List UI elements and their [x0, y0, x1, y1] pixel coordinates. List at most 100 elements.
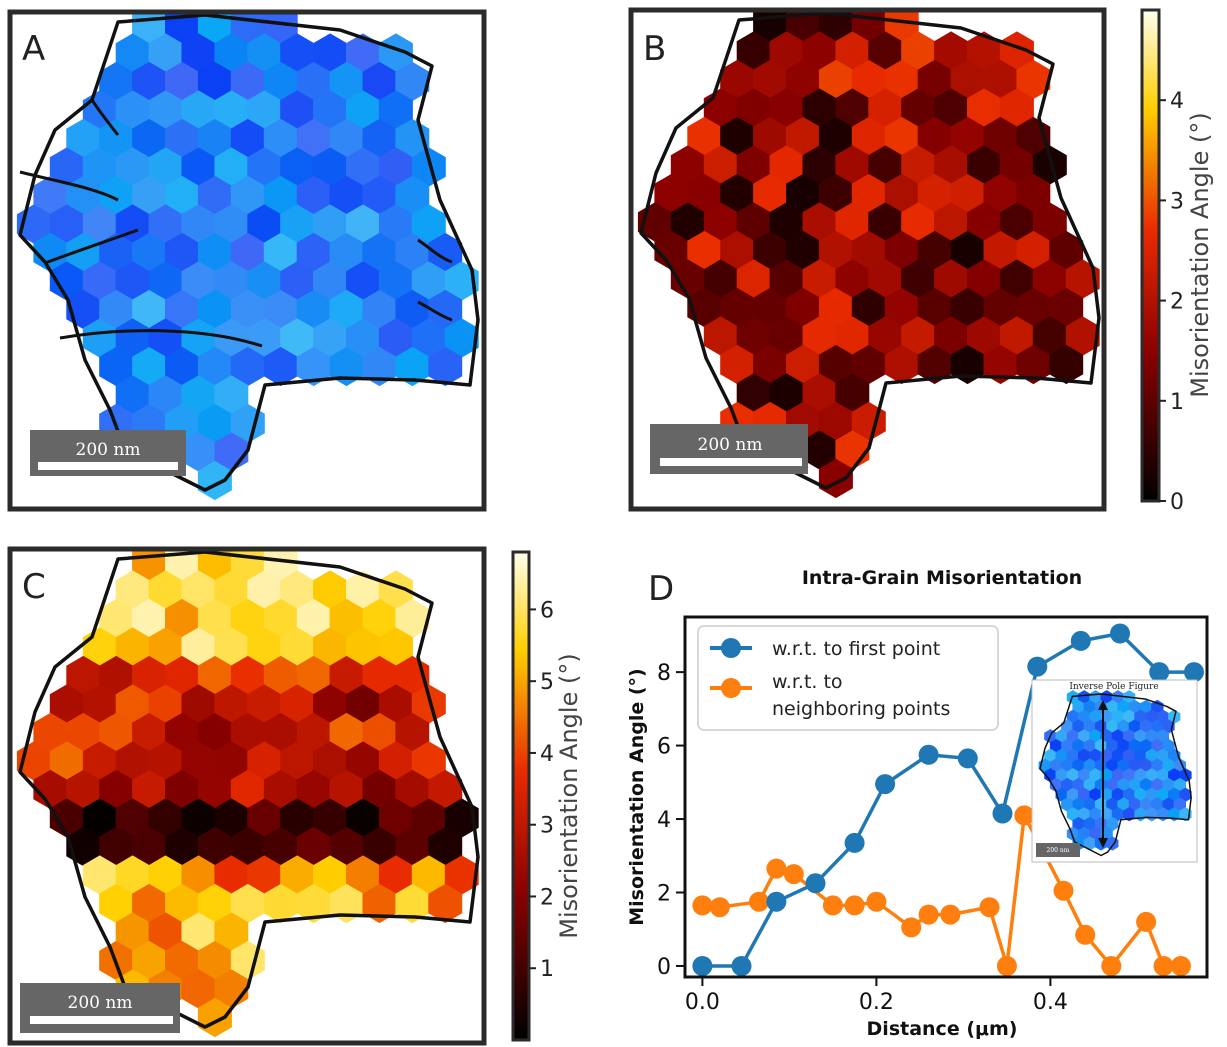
inset-pixel	[1162, 738, 1175, 754]
inset-pixel	[1106, 699, 1119, 715]
inset-pixel	[1128, 719, 1141, 734]
inset-pixel	[1072, 797, 1085, 812]
misorientation-pixel	[313, 627, 348, 667]
misorientation-pixel	[329, 712, 364, 753]
inset-pixel	[1179, 787, 1192, 802]
orientation-pixel	[444, 261, 479, 301]
misorientation-pixel	[263, 598, 298, 639]
inset-pixel	[1156, 729, 1170, 744]
scale-bar-c: 200 nm	[20, 983, 180, 1033]
misorientation-pixel	[66, 655, 101, 696]
orientation-pixel	[362, 175, 397, 216]
misorientation-pixel	[769, 31, 804, 71]
inset-pixel	[1162, 797, 1175, 812]
misorientation-pixel	[786, 287, 820, 328]
misorientation-pixel	[868, 145, 903, 185]
inset-pixel	[1049, 777, 1063, 793]
misorientation-pixel	[165, 598, 199, 639]
misorientation-pixel	[181, 969, 216, 1009]
inset-pixel	[1151, 719, 1164, 734]
misorientation-pixel	[362, 769, 397, 810]
misorientation-pixel	[247, 798, 282, 838]
colorbar-c: Misorientation Angle (°) 1 2 3 4 5 6	[511, 550, 583, 1042]
orientation-pixel	[165, 118, 199, 159]
misorientation-pixel	[247, 627, 282, 667]
misorientation-pixel	[132, 598, 167, 639]
misorientation-pixel	[329, 769, 364, 810]
misorientation-pixel	[934, 31, 969, 71]
misorientation-pixel	[670, 259, 705, 299]
orientation-pixel	[296, 118, 331, 159]
misorientation-pixel	[753, 344, 788, 385]
misorientation-pixel	[934, 145, 969, 185]
misorientation-pixel	[983, 344, 1018, 385]
orientation-pixel	[148, 204, 183, 244]
misorientation-pixel	[346, 627, 380, 667]
orientation-pixel	[132, 61, 167, 102]
misorientation-pixel	[703, 145, 738, 185]
misorientation-pixel	[411, 855, 446, 895]
misorientation-pixel	[148, 798, 183, 838]
inset-inverse-pole-figure: Inverse Pole Figure 200 nm	[1031, 679, 1198, 863]
scale-bar-b: 200 nm	[650, 424, 808, 474]
misorientation-pixel	[411, 741, 446, 781]
inset-pixel	[1117, 699, 1130, 715]
misorientation-pixel	[1016, 59, 1051, 100]
orientation-pixel	[132, 346, 167, 387]
orientation-pixel	[362, 61, 397, 102]
misorientation-pixel	[901, 316, 936, 356]
misorientation-pixel	[868, 316, 903, 356]
misorientation-pixel	[263, 712, 298, 753]
misorientation-pixel	[33, 769, 68, 810]
misorientation-pixel	[835, 259, 870, 299]
misorientation-pixel	[884, 10, 919, 43]
misorientation-pixel	[313, 855, 348, 895]
inset-pixel	[1134, 787, 1147, 802]
misorientation-pixel	[148, 855, 183, 895]
colorbar-tick-label: 6	[540, 598, 554, 623]
misorientation-pixel	[197, 883, 232, 924]
misorientation-pixel	[934, 202, 969, 242]
misorientation-pixel	[99, 712, 134, 753]
misorientation-pixel	[378, 684, 413, 724]
misorientation-pixel	[411, 684, 446, 724]
misorientation-pixel	[802, 31, 837, 71]
inset-pixel	[1078, 729, 1091, 744]
misorientation-pixel	[82, 684, 117, 724]
misorientation-pixel	[263, 826, 298, 867]
misorientation-pixel	[444, 855, 479, 895]
misorientation-pixel	[720, 116, 755, 157]
inset-pixel	[1139, 777, 1153, 793]
misorientation-pixel	[362, 883, 397, 924]
misorientation-pixel	[181, 627, 216, 667]
misorientation-pixel	[247, 570, 282, 610]
misorientation-pixel	[247, 684, 282, 724]
inset-pixel	[1078, 709, 1091, 724]
orientation-pixel	[99, 232, 134, 273]
misorientation-pixel	[818, 173, 853, 214]
x-tick-label: 0.4	[1033, 990, 1068, 1015]
grain-boundaries-a	[18, 13, 480, 492]
panel-c: C 200 nm	[7, 546, 487, 1046]
misorientation-pixel	[1016, 230, 1051, 271]
misorientation-pixel	[378, 627, 413, 667]
grain-boundary-line	[90, 99, 120, 136]
orientation-pixel	[197, 118, 232, 159]
orientation-map-a	[16, 12, 479, 501]
misorientation-pixel	[753, 287, 788, 328]
orientation-pixel	[115, 375, 150, 415]
misorientation-pixel	[884, 173, 919, 214]
misorientation-pixel	[181, 684, 216, 724]
misorientation-pixel	[181, 741, 216, 781]
orientation-pixel	[148, 261, 183, 301]
inset-pixel	[1134, 709, 1147, 724]
misorientation-pixel	[82, 855, 117, 895]
misorientation-pixel	[165, 769, 199, 810]
data-point	[957, 748, 978, 769]
inset-pixel	[1151, 699, 1164, 715]
orientation-pixel	[280, 90, 315, 130]
misorientation-pixel	[428, 769, 463, 810]
orientation-pixel	[33, 175, 68, 216]
inset-pixel	[1106, 777, 1119, 793]
orientation-pixel	[362, 289, 397, 330]
